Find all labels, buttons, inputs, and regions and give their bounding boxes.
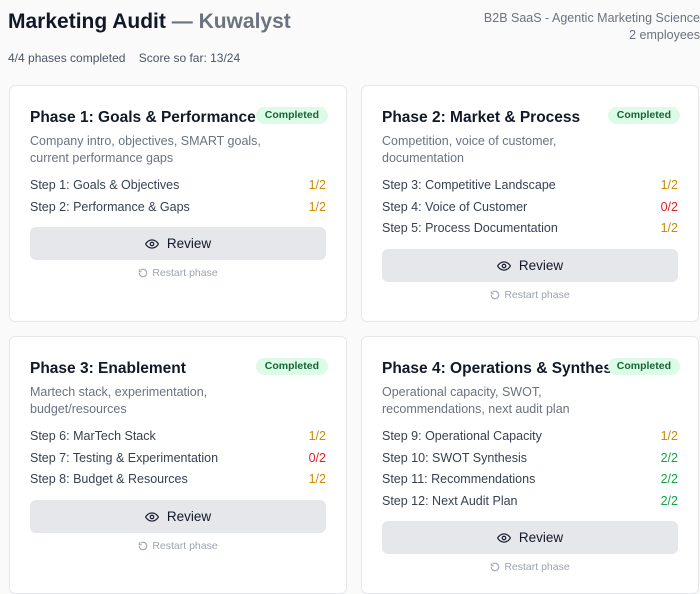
restart-icon bbox=[491, 562, 500, 572]
restart-icon bbox=[139, 268, 148, 278]
step-list: Step 3: Competitive Landscape 1/2 Step 4… bbox=[382, 174, 678, 239]
score-so-far: Score so far: 13/24 bbox=[138, 51, 241, 65]
status-badge: Completed bbox=[607, 358, 680, 375]
eye-icon bbox=[496, 532, 511, 543]
page-title: Marketing Audit — Kuwalyst bbox=[8, 10, 291, 34]
step-row: Step 2: Performance & Gaps 1/2 bbox=[30, 196, 326, 218]
step-row: Step 3: Competitive Landscape 1/2 bbox=[382, 174, 678, 196]
restart-label: Restart phase bbox=[152, 540, 218, 552]
step-row: Step 4: Voice of Customer 0/2 bbox=[382, 196, 678, 218]
phase-description: Operational capacity, SWOT, recommendati… bbox=[382, 385, 570, 416]
step-label: Step 9: Operational Capacity bbox=[382, 428, 542, 443]
phase-description: Company intro, objectives, SMART goals, … bbox=[30, 134, 261, 165]
step-list: Step 1: Goals & Objectives 1/2 Step 2: P… bbox=[30, 174, 326, 217]
step-score: 1/2 bbox=[660, 177, 678, 192]
step-score: 1/2 bbox=[308, 177, 326, 192]
step-row: Step 12: Next Audit Plan 2/2 bbox=[382, 490, 678, 512]
step-label: Step 7: Testing & Experimentation bbox=[30, 450, 219, 465]
step-row: Step 10: SWOT Synthesis 2/2 bbox=[382, 447, 678, 469]
phase-title: Phase 1: Goals & Performance bbox=[30, 109, 256, 126]
review-button[interactable]: Review bbox=[30, 500, 326, 533]
step-score: 0/2 bbox=[660, 199, 678, 214]
step-row: Step 1: Goals & Objectives 1/2 bbox=[30, 174, 326, 196]
step-label: Step 2: Performance & Gaps bbox=[30, 199, 190, 214]
step-label: Step 1: Goals & Objectives bbox=[30, 177, 180, 192]
company-meta: B2B SaaS - Agentic Marketing Science 2 e… bbox=[484, 10, 700, 44]
step-label: Step 8: Budget & Resources bbox=[30, 472, 188, 487]
phase-card-3: Phase 3: Enablement Completed Martech st… bbox=[9, 336, 347, 594]
review-label: Review bbox=[518, 530, 564, 545]
restart-label: Restart phase bbox=[152, 267, 218, 279]
eye-icon bbox=[496, 260, 511, 271]
phase-description: Martech stack, experimentation, budget/r… bbox=[30, 385, 208, 416]
step-row: Step 6: MarTech Stack 1/2 bbox=[30, 425, 326, 447]
step-label: Step 11: Recommendations bbox=[382, 472, 536, 487]
step-score: 0/2 bbox=[308, 450, 326, 465]
step-score: 2/2 bbox=[660, 472, 678, 487]
phases-completed: 4/4 phases completed bbox=[8, 51, 126, 65]
review-label: Review bbox=[518, 258, 564, 273]
step-score: 1/2 bbox=[660, 428, 678, 443]
step-score: 1/2 bbox=[660, 221, 678, 236]
restart-icon bbox=[139, 541, 148, 551]
step-score: 2/2 bbox=[660, 493, 678, 508]
restart-phase-button[interactable]: Restart phase bbox=[10, 540, 346, 552]
status-badge: Completed bbox=[607, 107, 680, 124]
step-score: 2/2 bbox=[660, 450, 678, 465]
restart-phase-button[interactable]: Restart phase bbox=[362, 289, 698, 301]
restart-phase-button[interactable]: Restart phase bbox=[10, 267, 346, 279]
status-badge: Completed bbox=[255, 107, 328, 124]
step-row: Step 5: Process Documentation 1/2 bbox=[382, 217, 678, 239]
step-label: Step 10: SWOT Synthesis bbox=[382, 450, 527, 465]
review-button[interactable]: Review bbox=[382, 249, 678, 282]
restart-label: Restart phase bbox=[504, 289, 570, 301]
step-score: 1/2 bbox=[308, 472, 326, 487]
company-name: — Kuwalyst bbox=[171, 10, 291, 33]
review-button[interactable]: Review bbox=[30, 227, 326, 260]
phase-title: Phase 4: Operations & Synthesis bbox=[382, 360, 625, 377]
step-row: Step 9: Operational Capacity 1/2 bbox=[382, 425, 678, 447]
review-label: Review bbox=[166, 236, 212, 251]
eye-icon bbox=[144, 511, 159, 522]
step-list: Step 6: MarTech Stack 1/2 Step 7: Testin… bbox=[30, 425, 326, 490]
phase-title: Phase 3: Enablement bbox=[30, 360, 186, 377]
step-list: Step 9: Operational Capacity 1/2 Step 10… bbox=[382, 425, 678, 512]
review-label: Review bbox=[166, 509, 212, 524]
progress-summary: 4/4 phases completed Score so far: 13/24 bbox=[8, 51, 240, 65]
step-label: Step 4: Voice of Customer bbox=[382, 199, 528, 214]
step-row: Step 11: Recommendations 2/2 bbox=[382, 468, 678, 490]
company-industry: B2B SaaS - Agentic Marketing Science bbox=[483, 11, 700, 25]
step-row: Step 8: Budget & Resources 1/2 bbox=[30, 468, 326, 490]
step-label: Step 3: Competitive Landscape bbox=[382, 177, 556, 192]
review-button[interactable]: Review bbox=[382, 521, 678, 554]
audit-title: Marketing Audit bbox=[8, 10, 166, 33]
step-score: 1/2 bbox=[308, 428, 326, 443]
step-row: Step 7: Testing & Experimentation 0/2 bbox=[30, 447, 326, 469]
status-badge: Completed bbox=[255, 358, 328, 375]
phase-card-1: Phase 1: Goals & Performance Completed C… bbox=[9, 85, 347, 322]
restart-icon bbox=[491, 290, 500, 300]
step-score: 1/2 bbox=[308, 199, 326, 214]
phase-description: Competition, voice of customer, document… bbox=[382, 134, 557, 165]
page-header: Marketing Audit — Kuwalyst 4/4 phases co… bbox=[8, 8, 700, 65]
eye-icon bbox=[144, 238, 159, 249]
phase-card-4: Phase 4: Operations & Synthesis Complete… bbox=[361, 336, 699, 594]
step-label: Step 6: MarTech Stack bbox=[30, 428, 156, 443]
phase-title: Phase 2: Market & Process bbox=[382, 109, 581, 126]
company-size: 2 employees bbox=[629, 28, 700, 42]
phase-card-2: Phase 2: Market & Process Completed Comp… bbox=[361, 85, 699, 322]
step-label: Step 5: Process Documentation bbox=[382, 221, 558, 236]
restart-phase-button[interactable]: Restart phase bbox=[362, 561, 698, 573]
step-label: Step 12: Next Audit Plan bbox=[382, 493, 518, 508]
restart-label: Restart phase bbox=[504, 561, 570, 573]
